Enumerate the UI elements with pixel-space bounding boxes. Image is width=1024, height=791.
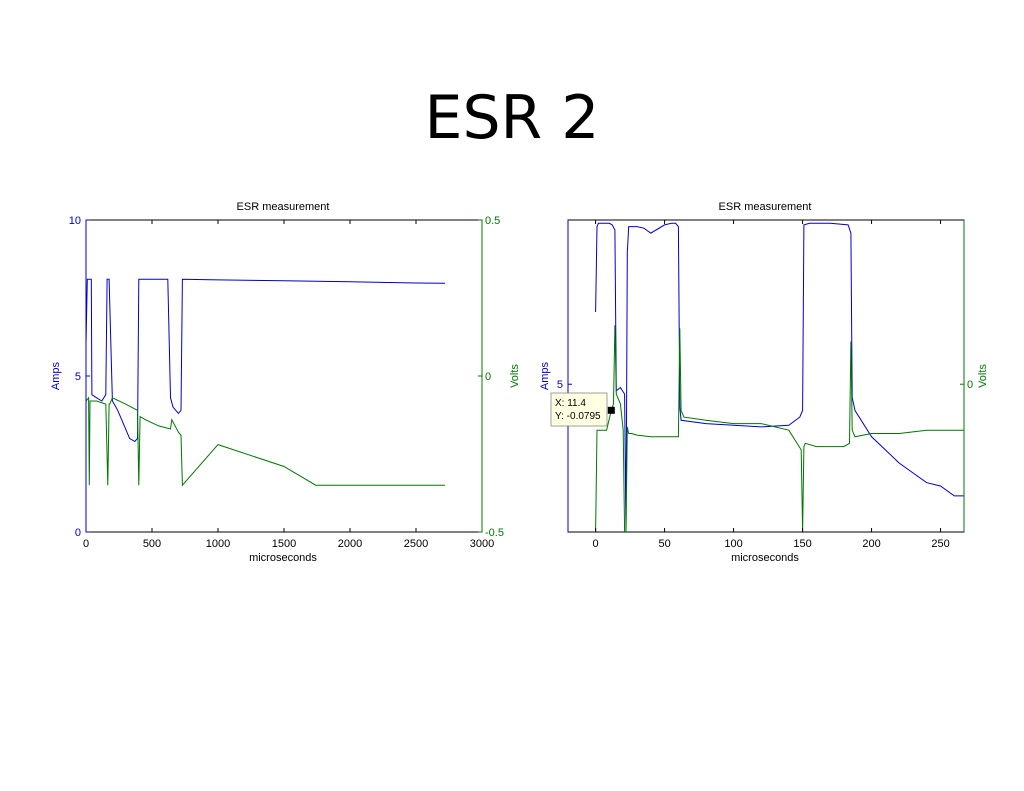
- right-x-tick-label: 200: [862, 538, 880, 550]
- datatip-y-text: Y: -0.0795: [555, 411, 601, 422]
- right-x-axis-label: microseconds: [731, 552, 799, 564]
- left-y-tick-label: 10: [69, 215, 81, 227]
- right-y2-axis-label: Volts: [977, 364, 989, 388]
- datatip-marker[interactable]: [607, 406, 615, 414]
- left-x-tick-label: 500: [143, 538, 161, 550]
- left-x-tick-label: 2500: [404, 538, 428, 550]
- left-x-tick-label: 1000: [206, 538, 230, 550]
- left-x-tick-label: 2000: [338, 538, 362, 550]
- left-y2-axis-label: Volts: [509, 364, 521, 388]
- right-series-group: [594, 222, 964, 532]
- left-axes-group: 0 500 1000 1500 2000 2500 3000 0 5 10 -0.5 0 0.5: [69, 215, 504, 550]
- datatip[interactable]: X: 11.4 Y: -0.0795: [550, 392, 615, 427]
- left-series-volts-line: [86, 396, 445, 487]
- left-x-axis-label: microseconds: [249, 552, 317, 564]
- left-y2-tick-label: 0: [485, 371, 491, 383]
- right-x-tick-label: 150: [793, 538, 811, 550]
- right-y2-tick-label: 0: [967, 379, 973, 391]
- right-series-amps-line: [595, 222, 964, 532]
- right-y-tick-label: 5: [557, 379, 563, 391]
- left-y2-tick-label: 0.5: [485, 215, 500, 227]
- right-series-volts-line: [594, 325, 964, 532]
- left-y-tick-label: 0: [75, 527, 81, 539]
- left-x-tick-label: 0: [83, 538, 89, 550]
- right-x-tick-label: 50: [658, 538, 670, 550]
- chart-left: 0 500 1000 1500 2000 2500 3000 0 5 10 -0.5 0 0.5 ESR…: [50, 201, 521, 564]
- right-plot-area: [567, 219, 965, 533]
- left-series-group: [86, 278, 446, 487]
- left-x-tick-label: 3000: [470, 538, 494, 550]
- right-x-tick-label: 100: [724, 538, 742, 550]
- left-plot-area: [85, 219, 483, 533]
- datatip-box[interactable]: [550, 392, 608, 427]
- left-y2-tick-label: -0.5: [485, 527, 504, 539]
- right-y-axis-label: Amps: [539, 361, 551, 390]
- right-x-tick-label: 250: [931, 538, 949, 550]
- left-x-tick-label: 1500: [272, 538, 296, 550]
- right-x-tick-label: 0: [593, 538, 599, 550]
- left-y-axis-label: Amps: [50, 361, 62, 390]
- left-y-tick-label: 5: [75, 371, 81, 383]
- slide-title: ESR 2: [424, 83, 600, 153]
- right-chart-title: ESR measurement: [719, 201, 812, 213]
- datatip-x-text: X: 11.4: [555, 398, 586, 409]
- left-chart-title: ESR measurement: [237, 201, 330, 213]
